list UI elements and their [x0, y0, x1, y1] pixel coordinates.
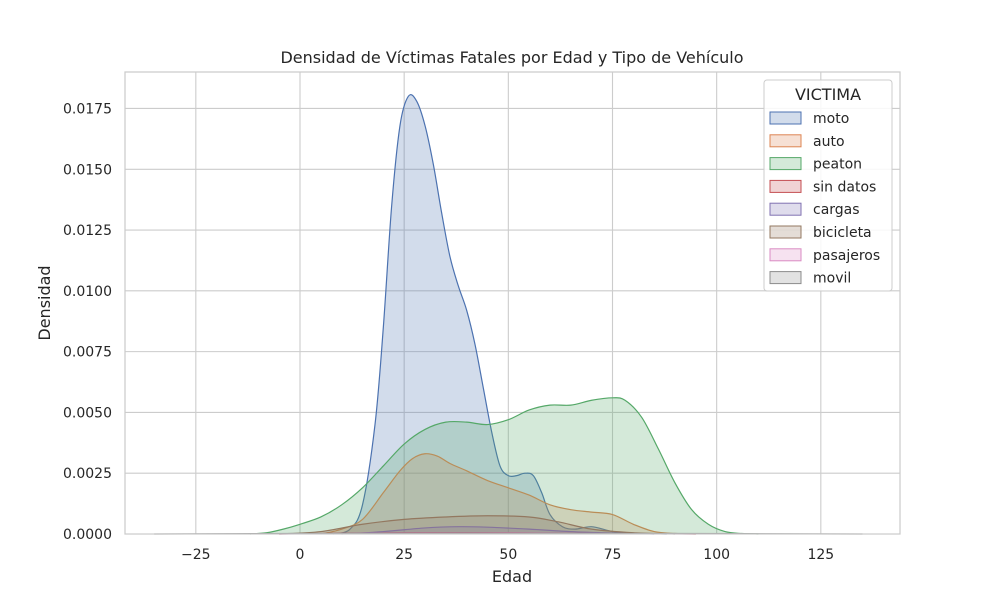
line-peaton	[249, 397, 759, 535]
legend-label-cargas: cargas	[813, 202, 860, 218]
x-tick-label: 125	[807, 547, 834, 563]
legend-swatch-auto	[769, 134, 802, 148]
line-cargas	[341, 526, 655, 535]
legend-swatch-movil	[769, 271, 802, 285]
legend-swatch-sin-datos	[769, 179, 802, 193]
legend-swatch-bicicleta	[769, 225, 802, 239]
area-auto	[320, 453, 696, 534]
x-tick-labels: −25 0 25 50 75 100 125	[181, 547, 834, 563]
x-tick-label: 25	[395, 547, 413, 563]
x-tick-label: 75	[604, 547, 622, 563]
legend-item-moto: moto	[769, 111, 849, 127]
y-axis-label: Densidad	[35, 265, 54, 340]
y-tick-label: 0.0050	[63, 405, 112, 421]
legend-label-sin-datos: sin datos	[813, 179, 876, 195]
legend-swatch-pasajeros	[769, 248, 802, 262]
area-bicicleta	[279, 515, 675, 534]
x-axis-label: Edad	[492, 567, 532, 586]
legend-label-moto: moto	[813, 111, 849, 127]
legend-label-peaton: peaton	[813, 157, 862, 173]
y-tick-label: 0.0000	[63, 527, 112, 543]
legend-label-bicicleta: bicicleta	[813, 225, 872, 241]
y-tick-label: 0.0125	[63, 223, 112, 239]
legend-item-pasajeros: pasajeros	[769, 248, 880, 264]
x-tick-label: −25	[181, 547, 211, 563]
legend-item-auto: auto	[769, 134, 845, 150]
legend-items: moto auto peaton sin datos cargas bicicleta pa…	[769, 111, 880, 287]
legend-swatch-cargas	[769, 202, 802, 216]
line-moto	[333, 94, 667, 535]
legend-item-cargas: cargas	[769, 202, 860, 218]
x-tick-label: 50	[499, 547, 517, 563]
legend-item-peaton: peaton	[769, 157, 862, 173]
line-bicicleta	[279, 515, 676, 535]
y-tick-label: 0.0150	[63, 162, 112, 178]
y-tick-label: 0.0025	[63, 466, 112, 482]
legend-item-bicicleta: bicicleta	[769, 225, 872, 241]
x-tick-label: 0	[296, 547, 305, 563]
y-tick-label: 0.0175	[63, 101, 112, 117]
line-auto	[320, 453, 696, 535]
y-tick-label: 0.0075	[63, 345, 112, 361]
legend-item-movil: movil	[769, 271, 851, 287]
legend-item-sin-datos: sin datos	[769, 179, 876, 195]
legend-label-pasajeros: pasajeros	[813, 248, 880, 264]
legend: VICTIMA moto auto peaton sin datos cargas bic…	[763, 79, 893, 292]
x-tick-label: 100	[703, 547, 730, 563]
legend-title: VICTIMA	[795, 85, 861, 104]
chart-title: Densidad de Víctimas Fatales por Edad y …	[280, 48, 743, 67]
plot-frame	[124, 71, 901, 535]
legend-swatch-moto	[769, 111, 802, 125]
legend-label-auto: auto	[813, 134, 845, 150]
y-tick-label: 0.0100	[63, 284, 112, 300]
area-moto	[333, 94, 667, 534]
legend-label-movil: movil	[813, 271, 851, 287]
area-peaton	[250, 397, 759, 534]
density-areas	[154, 94, 863, 535]
legend-swatch-peaton	[769, 157, 802, 171]
y-tick-labels: 0.0000 0.0025 0.0050 0.0075 0.0100 0.0125 0.01…	[63, 101, 112, 543]
